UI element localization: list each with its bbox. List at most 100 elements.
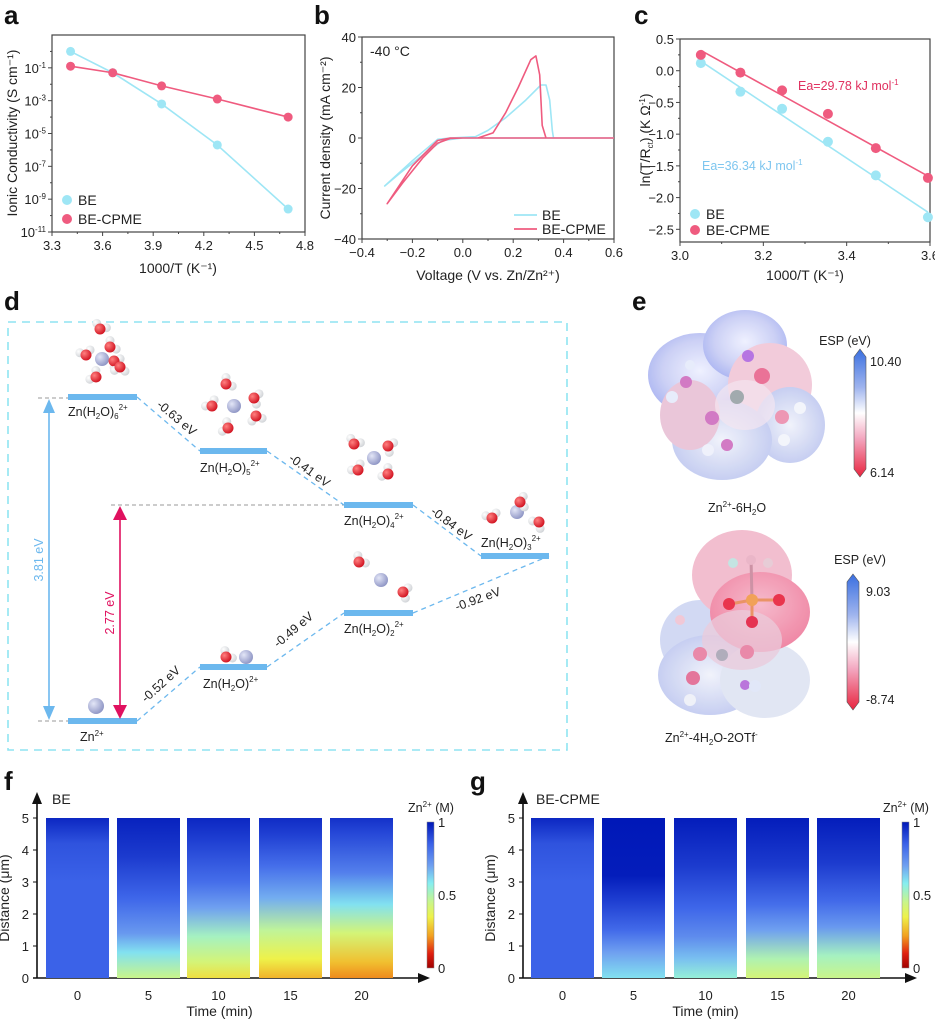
esp-title-bottom: ESP (eV) <box>834 553 886 567</box>
panel-b-cv-chart: −0.4 −0.2 0.0 0.2 0.4 0.6 40 20 0 −20 −40 -40 °C V… <box>317 30 623 283</box>
tick-label: 0.5 <box>656 32 674 47</box>
tick-label: 10-11 <box>21 225 47 240</box>
tick-label: 4 <box>22 843 29 858</box>
ea-annotation-be-cpme: Ea=29.78 kJ mol-1 <box>798 78 899 93</box>
data-point <box>822 108 833 119</box>
panel-label-d: d <box>4 286 20 316</box>
data-point <box>870 170 881 181</box>
panel-label-f: f <box>4 766 13 796</box>
data-point <box>212 140 222 150</box>
connectors <box>136 396 550 722</box>
tick-label: 3.6 <box>921 248 935 263</box>
tick-label: −1.5 <box>648 159 674 174</box>
zinc-atom <box>367 451 381 465</box>
step-energy-label: -0.52 eV <box>139 663 184 705</box>
panel-d-energy-diagram: Zn(H2O)62+ Zn(H2O)52+ Zn(H2O)42+ Zn(H2O)… <box>7 318 568 751</box>
esp-max-bottom: 9.03 <box>866 585 890 599</box>
esp-min-bottom: -8.74 <box>866 693 895 707</box>
y-axis-label: Ionic Conductivity (S cm⁻¹) <box>4 50 20 217</box>
tick-label: 4.5 <box>245 238 263 253</box>
tick-label: 4 <box>508 843 515 858</box>
tick-label: 10-9 <box>24 192 46 207</box>
zinc-atom <box>239 650 253 664</box>
zinc-atom <box>95 352 109 366</box>
legend-label-be-cpme: BE-CPME <box>706 222 770 238</box>
tick-label: 3.6 <box>94 238 112 253</box>
tick-label: −0.5 <box>648 95 674 110</box>
panel-label-g: g <box>470 766 486 796</box>
zinc-atom <box>88 698 104 714</box>
level-zn <box>68 718 137 724</box>
y-axis-label: Distance (μm) <box>0 854 12 941</box>
panel-a-ionic-conductivity-chart: 3.3 3.6 3.9 4.2 4.5 4.8 10-1 10-3 10-5 10-7 10-9 10… <box>4 34 314 276</box>
panel-c-arrhenius-chart: 3.0 3.2 3.4 3.6 0.5 0.0 −0.5 −1.0 −1.5 −2.0 −2.5 1… <box>637 32 935 283</box>
tick-label: 10-5 <box>24 127 46 142</box>
tick-label: 20 <box>841 988 855 1003</box>
data-point <box>777 85 788 96</box>
level-label: Zn2+ <box>80 729 104 744</box>
legend: BE BE-CPME <box>62 192 142 227</box>
tick-label: 0.0 <box>656 64 674 79</box>
ea-annotation-be: Ea=36.34 kJ mol-1 <box>702 158 803 173</box>
tick-label: 2 <box>22 907 29 922</box>
heatmap-column-t5 <box>117 818 180 978</box>
zinc-atom <box>374 573 388 587</box>
y-axis-arrow-icon <box>32 792 42 804</box>
oxygen-atom <box>248 392 260 404</box>
oxygen-atom <box>352 464 364 476</box>
oxygen-atom <box>222 422 234 434</box>
esp-colorbar-bottom <box>846 573 860 711</box>
tick-label: 1 <box>22 939 29 954</box>
level-label: Zn(H2O)2+ <box>203 675 259 693</box>
tick-label: 0.0 <box>454 245 472 260</box>
colorbar-tick-label: 1 <box>438 815 445 830</box>
tick-label: 4.8 <box>296 238 314 253</box>
tick-label: 0.2 <box>504 245 522 260</box>
arrow-up-icon <box>43 399 55 413</box>
y-axis-label: ln(T/Rct) (K Ω-1) <box>637 93 655 186</box>
data-point <box>283 112 293 122</box>
level-zn-h2o-6 <box>68 394 137 400</box>
tick-label: 5 <box>145 988 152 1003</box>
colorbar <box>901 821 910 969</box>
zinc-atom <box>227 399 241 413</box>
level-zn-h2o-2 <box>344 610 413 616</box>
legend-label-be: BE <box>706 206 725 222</box>
oxygen-atom <box>94 323 106 335</box>
oxygen-atom <box>348 438 360 450</box>
tick-label: 15 <box>283 988 297 1003</box>
colorbar-tick-label: 1 <box>913 815 920 830</box>
legend-marker-be-cpme <box>62 214 72 224</box>
tick-label: 10 <box>698 988 712 1003</box>
data-point <box>66 61 76 71</box>
tick-label: −20 <box>334 182 356 197</box>
oxygen-atom <box>104 341 116 353</box>
temperature-annotation: -40 °C <box>370 43 410 59</box>
tick-label: 5 <box>22 811 29 826</box>
tick-label: −0.2 <box>400 245 426 260</box>
oxygen-atom <box>533 516 545 528</box>
esp-max-top: 10.40 <box>870 355 901 369</box>
x-axis-arrow-icon <box>418 973 430 983</box>
series-tag: BE <box>52 791 71 807</box>
colorbar-tick-label: 0 <box>438 961 445 976</box>
energy-gap-label-blue: 3.81 eV <box>32 538 46 582</box>
x-axis-label: Time (min) <box>672 1003 738 1019</box>
series-line-be <box>70 50 289 210</box>
tick-label: 0 <box>22 971 29 986</box>
heatmap-column-t10 <box>674 818 737 978</box>
esp-map-zn-6h2o <box>648 310 825 480</box>
colorbar-tick-label: 0.5 <box>913 888 931 903</box>
oxygen-atom <box>382 468 394 480</box>
tick-label: 0 <box>349 131 356 146</box>
legend-label-be-cpme: BE-CPME <box>542 221 606 237</box>
tick-label: −2.0 <box>648 191 674 206</box>
oxygen-atom <box>220 651 232 663</box>
oxygen-atom <box>114 361 126 373</box>
heatmap-column-t10 <box>187 818 250 978</box>
fit-line-be <box>700 60 929 213</box>
oxygen-atom <box>220 378 232 390</box>
series-line-be-cpme <box>386 55 614 205</box>
heatmap-column-t20 <box>330 818 393 978</box>
